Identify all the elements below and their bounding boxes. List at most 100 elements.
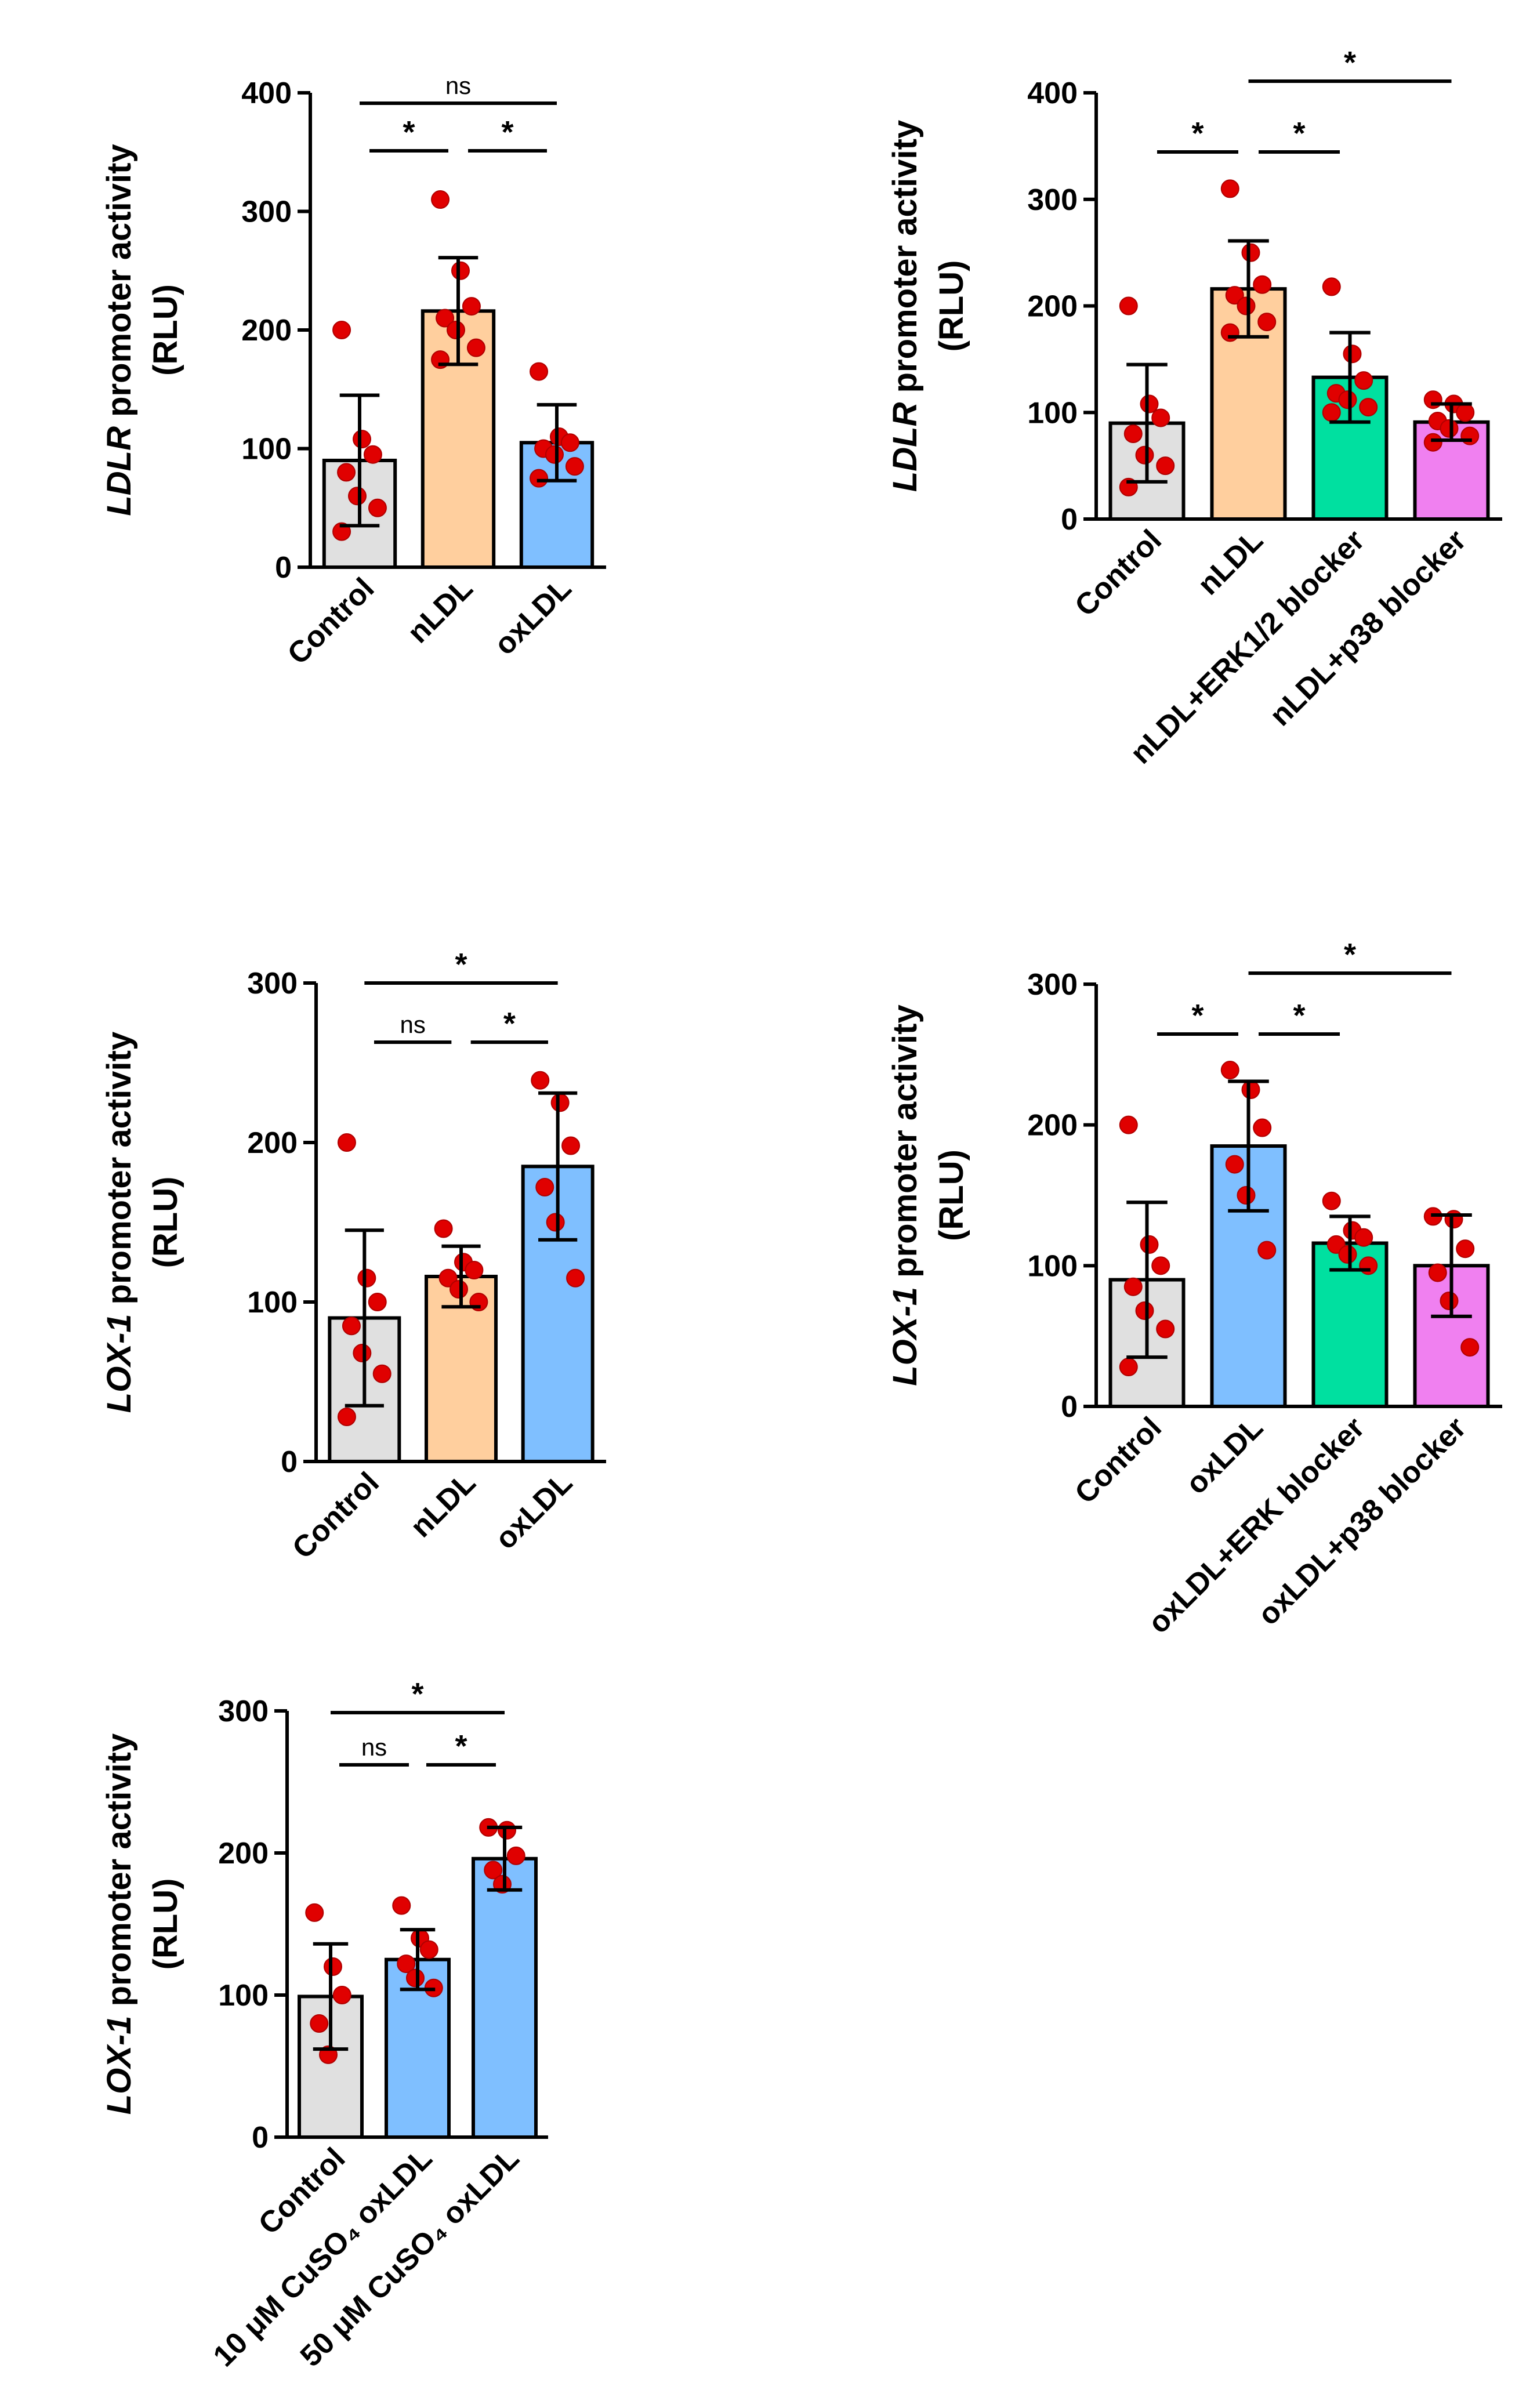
- y-tick-label: 100: [241, 433, 292, 466]
- x-category-label: nLDL: [401, 571, 480, 650]
- significance-label: ns: [400, 1011, 425, 1038]
- data-point: [1237, 1186, 1256, 1205]
- data-point: [1257, 313, 1277, 332]
- data-point: [368, 498, 387, 517]
- data-point: [348, 487, 367, 506]
- data-point: [462, 297, 481, 316]
- data-point: [1359, 398, 1378, 417]
- data-point: [1343, 344, 1362, 364]
- data-point: [566, 1268, 585, 1288]
- data-point: [1119, 1115, 1138, 1134]
- significance-label: *: [403, 115, 415, 150]
- data-point: [438, 1268, 458, 1288]
- data-point: [1338, 1245, 1357, 1264]
- data-point: [451, 261, 470, 280]
- data-point: [353, 1344, 372, 1362]
- data-point: [1140, 394, 1159, 414]
- data-point: [1456, 1239, 1475, 1259]
- data-point: [1156, 1319, 1175, 1339]
- y-tick-label: 300: [1027, 968, 1078, 1002]
- data-point: [372, 1364, 392, 1383]
- data-point: [484, 1861, 503, 1880]
- significance-label: *: [455, 1729, 467, 1764]
- y-axis-title-gene: LOX-1: [100, 1314, 138, 1413]
- y-tick-label: 100: [218, 1979, 269, 2012]
- data-point: [1253, 275, 1272, 294]
- data-point: [353, 430, 371, 449]
- data-point: [368, 1293, 387, 1311]
- data-point: [1156, 456, 1175, 476]
- data-point: [1151, 1256, 1170, 1275]
- data-point: [550, 1093, 570, 1112]
- data-point: [1257, 1241, 1277, 1260]
- panel-B: LDLR promoter activity (RLU) 0 100 200 300 400…: [886, 45, 1502, 771]
- y-tick-label: 0: [1061, 1390, 1078, 1424]
- panel-A: LDLR promoter activity (RLU) 0 100 200 300 400…: [100, 72, 606, 671]
- panel-E: LOX-1 promoter activity (RLU) 0 100 200 300 * n…: [100, 1677, 548, 2373]
- y-tick-label: 0: [275, 551, 292, 585]
- data-point: [449, 1280, 468, 1299]
- data-point: [419, 1940, 438, 1959]
- data-point: [1322, 403, 1341, 422]
- x-category-label: oxLDL: [488, 571, 578, 661]
- significance-label: *: [1191, 998, 1204, 1033]
- y-axis-title: LDLR promoter activity: [886, 120, 924, 492]
- data-point: [447, 321, 465, 339]
- significance-label: *: [1344, 937, 1356, 972]
- y-tick-label: 200: [1027, 1109, 1078, 1143]
- y-tick-label: 0: [281, 1445, 298, 1479]
- data-point: [1423, 433, 1442, 452]
- data-point: [1220, 179, 1239, 198]
- data-point: [337, 1133, 356, 1152]
- y-axis-title-gene: LOX-1: [100, 2015, 138, 2115]
- x-category-label: nLDL: [404, 1466, 483, 1544]
- x-category-label: Control: [1068, 1410, 1168, 1510]
- data-point: [332, 321, 351, 339]
- data-point: [342, 1317, 361, 1336]
- data-point: [1151, 408, 1170, 427]
- data-point: [1440, 419, 1459, 438]
- y-axis-title-gene: LOX-1: [886, 1287, 924, 1386]
- data-point: [465, 1261, 484, 1279]
- data-point: [337, 463, 356, 482]
- x-category-label: Control: [281, 571, 381, 671]
- y-axis-title-text: promoter activity: [886, 1004, 924, 1287]
- data-point: [397, 1954, 416, 1974]
- data-point: [1123, 1277, 1143, 1296]
- data-point: [1135, 1301, 1154, 1320]
- y-axis-title: LOX-1 promoter activity: [886, 1004, 924, 1386]
- data-point: [498, 1820, 516, 1840]
- significance-label: *: [501, 115, 513, 150]
- data-point: [357, 1268, 376, 1288]
- x-category-label: Control: [1068, 523, 1168, 623]
- y-axis-unit: (RLU): [147, 1177, 184, 1268]
- y-tick-label: 0: [252, 2121, 269, 2155]
- x-category-label: oxLDL: [1180, 1410, 1270, 1500]
- y-axis-title-text: promoter activity: [886, 120, 924, 402]
- data-point: [1225, 1155, 1244, 1174]
- data-point: [1423, 390, 1442, 409]
- y-axis-title-text: promoter activity: [100, 144, 138, 426]
- data-point: [1119, 296, 1138, 315]
- data-point: [1428, 1263, 1447, 1282]
- data-point: [545, 445, 564, 464]
- x-category-label: nLDL+p38 blocker: [1263, 523, 1473, 732]
- data-point: [1338, 390, 1357, 409]
- data-point: [363, 445, 382, 464]
- significance-label: *: [1293, 116, 1305, 151]
- data-point: [560, 433, 579, 452]
- significance-label: ns: [445, 72, 471, 99]
- y-axis-title-text: promoter activity: [100, 1734, 138, 2016]
- data-point: [1354, 371, 1373, 390]
- y-tick-label: 400: [1027, 77, 1078, 110]
- y-tick-label: 400: [241, 77, 292, 110]
- y-axis-unit: (RLU): [933, 260, 970, 352]
- y-axis-title: LDLR promoter activity: [100, 144, 138, 516]
- data-point: [1119, 1358, 1138, 1377]
- y-tick-label: 100: [247, 1286, 298, 1319]
- data-point: [337, 1408, 356, 1426]
- significance-label: *: [1293, 998, 1305, 1033]
- significance-label: *: [411, 1677, 423, 1711]
- data-point: [1123, 425, 1143, 443]
- data-point: [546, 1213, 565, 1232]
